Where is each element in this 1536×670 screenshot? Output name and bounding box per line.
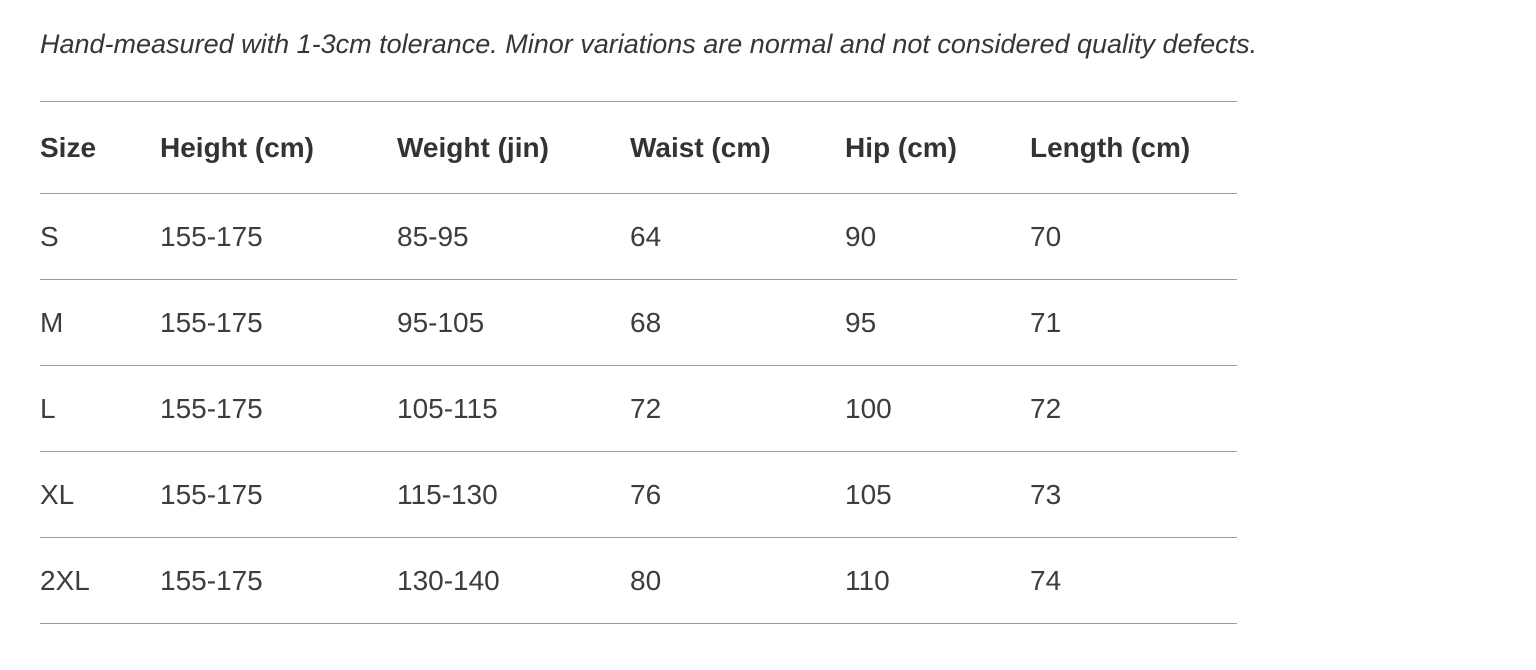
table-row-l: L 155-175 105-115 72 100 72 — [40, 365, 1237, 452]
cell-weight: 130-140 — [397, 537, 630, 624]
cell-waist: 76 — [630, 451, 845, 538]
cell-weight: 115-130 — [397, 451, 630, 538]
column-header-hip: Hip (cm) — [845, 101, 1030, 194]
cell-size: 2XL — [40, 537, 160, 624]
cell-weight: 85-95 — [397, 193, 630, 280]
column-header-weight: Weight (jin) — [397, 101, 630, 194]
cell-height: 155-175 — [160, 193, 397, 280]
cell-size: S — [40, 193, 160, 280]
cell-hip: 90 — [845, 193, 1030, 280]
cell-length: 74 — [1030, 537, 1237, 624]
cell-size: L — [40, 365, 160, 452]
cell-waist: 80 — [630, 537, 845, 624]
cell-waist: 64 — [630, 193, 845, 280]
cell-waist: 72 — [630, 365, 845, 452]
table-row-m: M 155-175 95-105 68 95 71 — [40, 279, 1237, 366]
cell-weight: 95-105 — [397, 279, 630, 366]
cell-length: 71 — [1030, 279, 1237, 366]
column-header-size: Size — [40, 101, 160, 194]
cell-hip: 105 — [845, 451, 1030, 538]
cell-weight: 105-115 — [397, 365, 630, 452]
cell-height: 155-175 — [160, 451, 397, 538]
table-row-s: S 155-175 85-95 64 90 70 — [40, 193, 1237, 280]
cell-waist: 68 — [630, 279, 845, 366]
cell-size: M — [40, 279, 160, 366]
cell-length: 70 — [1030, 193, 1237, 280]
cell-hip: 100 — [845, 365, 1030, 452]
table-row-2xl: 2XL 155-175 130-140 80 110 74 — [40, 537, 1237, 624]
cell-hip: 110 — [845, 537, 1030, 624]
cell-size: XL — [40, 451, 160, 538]
table-header-row: Size Height (cm) Weight (jin) Waist (cm)… — [40, 101, 1237, 194]
column-header-waist: Waist (cm) — [630, 101, 845, 194]
cell-length: 73 — [1030, 451, 1237, 538]
size-chart-table: Size Height (cm) Weight (jin) Waist (cm)… — [40, 101, 1237, 624]
cell-height: 155-175 — [160, 279, 397, 366]
table-row-xl: XL 155-175 115-130 76 105 73 — [40, 451, 1237, 538]
cell-hip: 95 — [845, 279, 1030, 366]
column-header-height: Height (cm) — [160, 101, 397, 194]
cell-height: 155-175 — [160, 537, 397, 624]
cell-length: 72 — [1030, 365, 1237, 452]
cell-height: 155-175 — [160, 365, 397, 452]
column-header-length: Length (cm) — [1030, 101, 1237, 194]
measurement-tolerance-note: Hand-measured with 1-3cm tolerance. Mino… — [40, 29, 1258, 59]
